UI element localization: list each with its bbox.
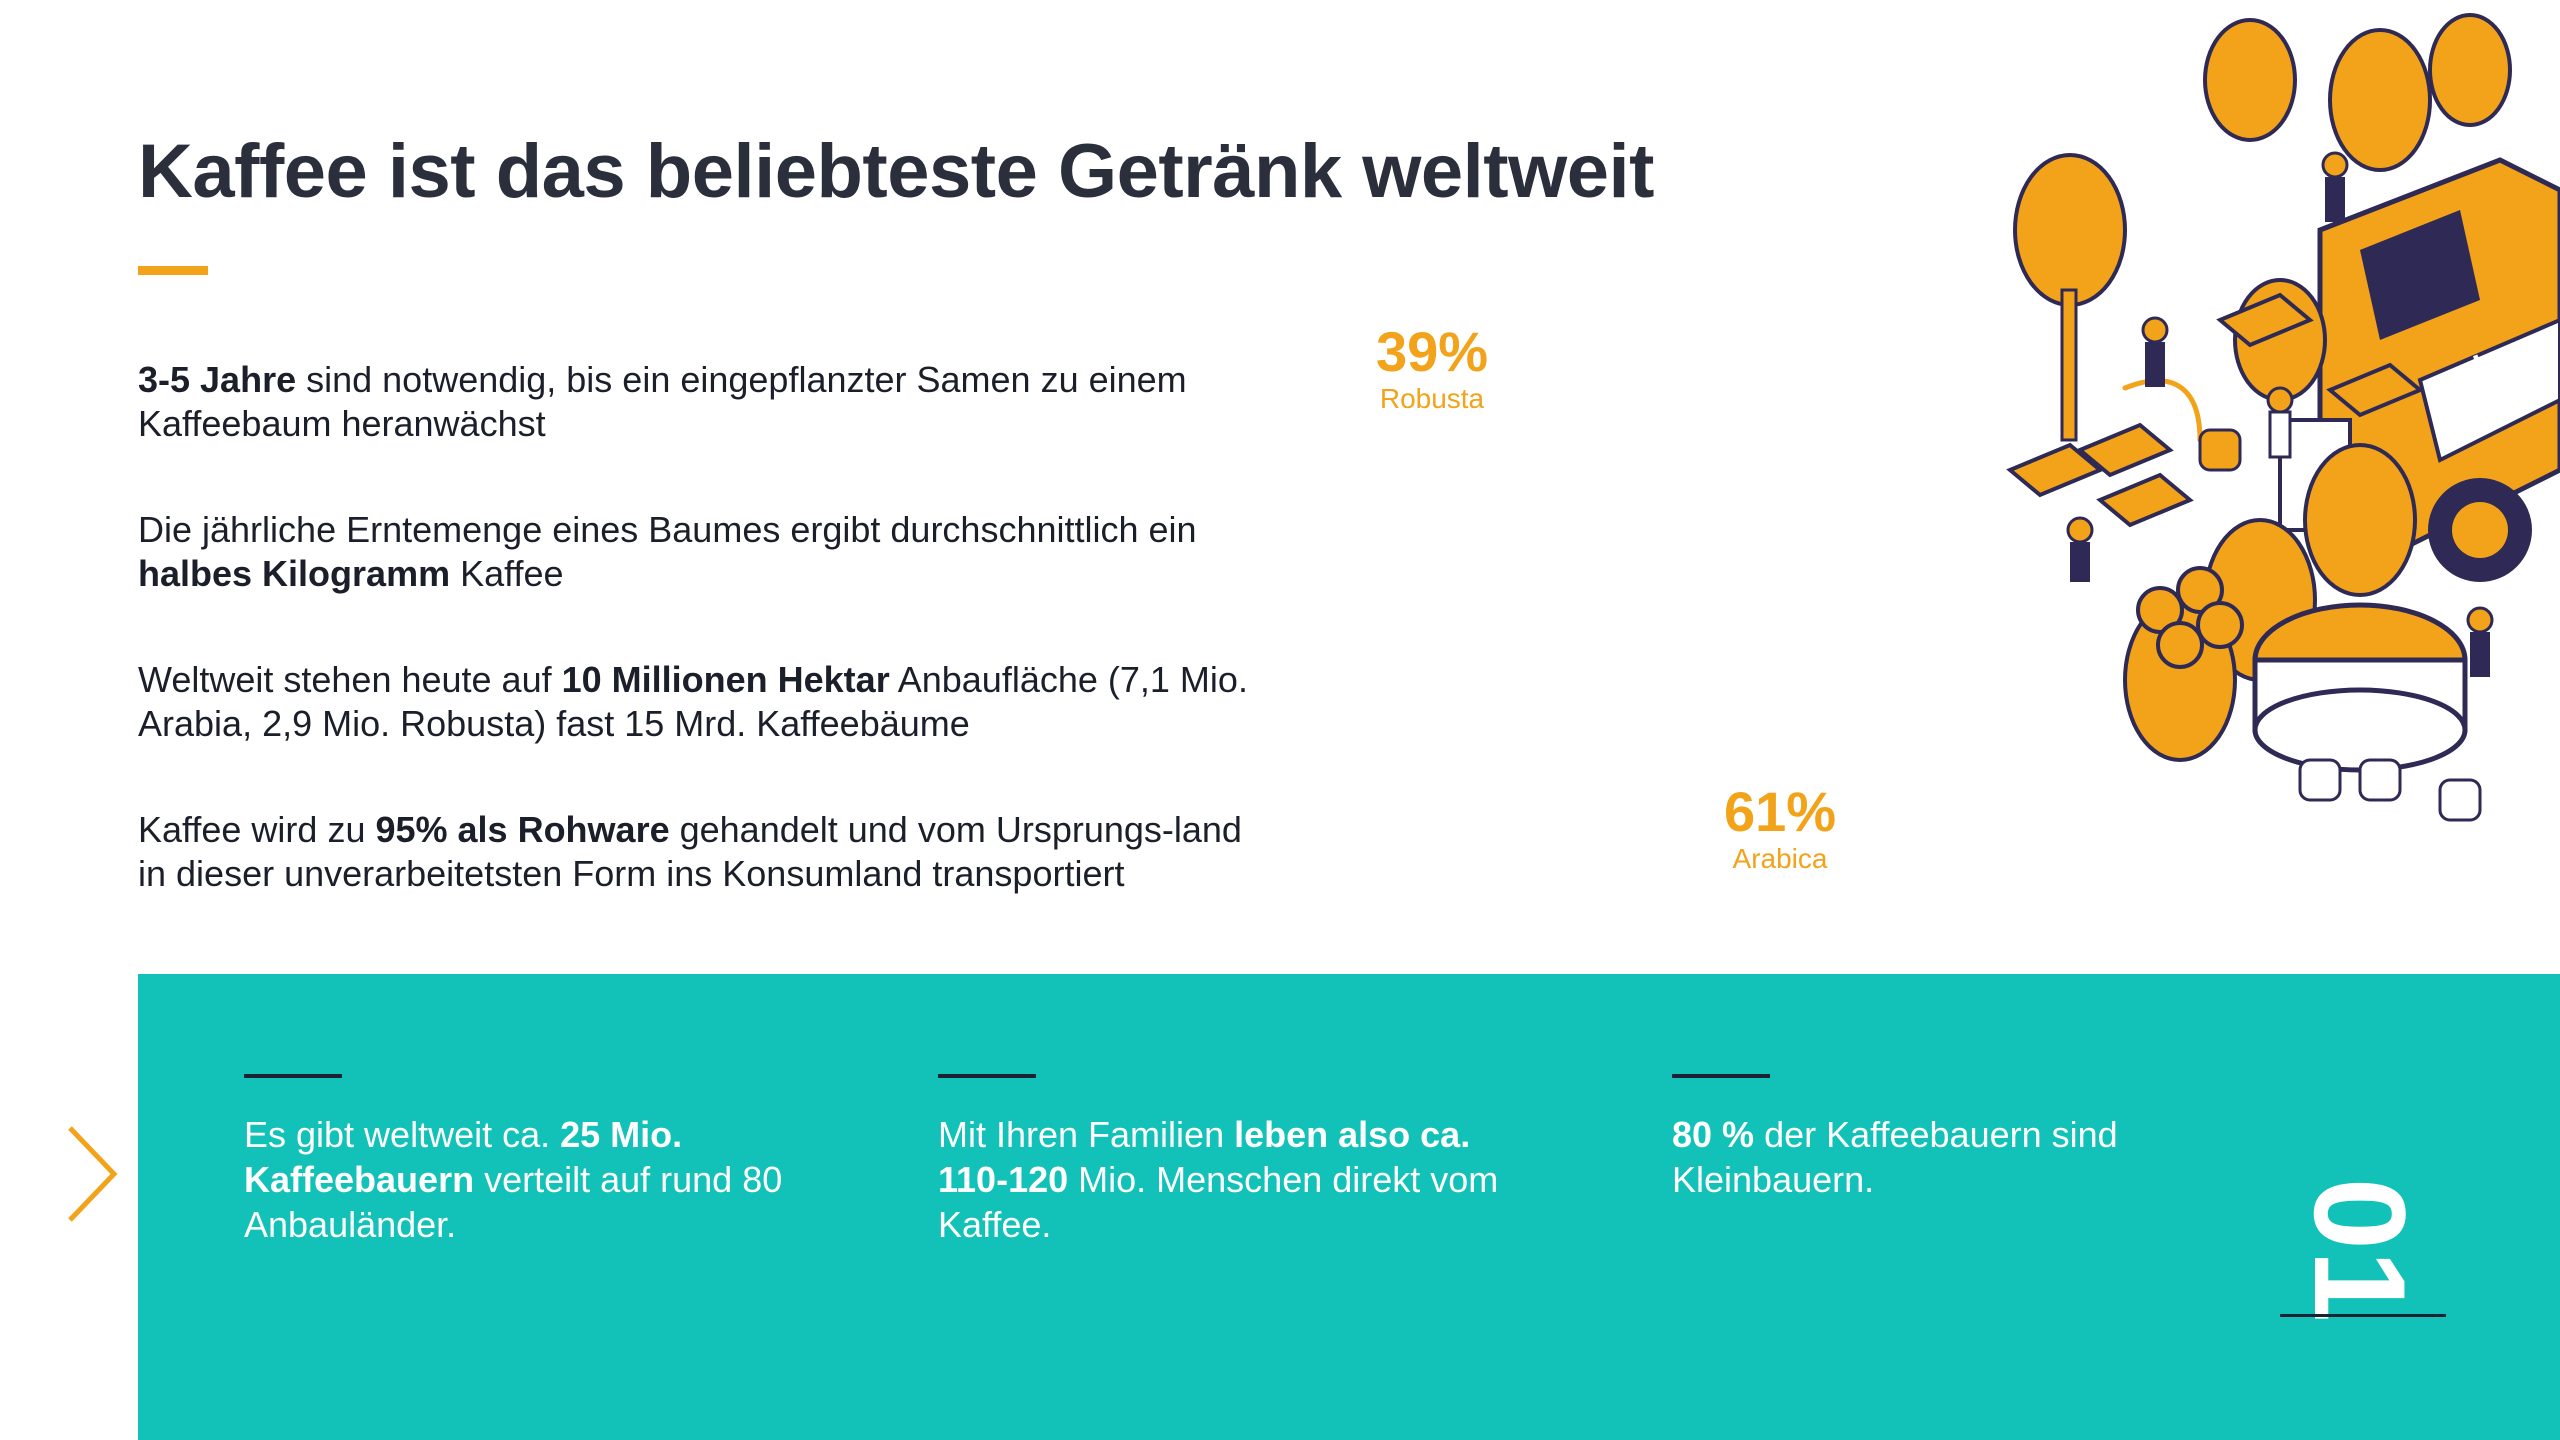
summary-smallholders-text: 80 % der Kaffeebauern sind Kleinbauern. (1672, 1114, 2118, 1200)
title-underline (138, 266, 208, 275)
summary-band: Es gibt weltweit ca. 25 Mio. Kaffeebauer… (138, 974, 2560, 1440)
fact-cultivation-area: Weltweit stehen heute auf 10 Millionen H… (138, 659, 1248, 744)
summary-families-text: Mit Ihren Familien leben also ca. 110-12… (938, 1114, 1499, 1245)
fact-growth-time: 3-5 Jahre sind notwendig, bis ein eingep… (138, 359, 1187, 444)
workers-icon (2066, 151, 2494, 677)
summary-farmers-text: Es gibt weltweit ca. 25 Mio. Kaffeebauer… (244, 1114, 783, 1245)
arabica-stat: 61% Arabica (1708, 782, 1852, 876)
summary-families: Mit Ihren Familien leben also ca. 110-12… (938, 1074, 1538, 1247)
robusta-percentage: 39% (1375, 320, 1489, 383)
washing-tank-icon (2252, 602, 2468, 773)
robusta-label: Robusta (1379, 383, 1485, 414)
coffee-sacks-icon (2198, 428, 2482, 822)
column-rule (938, 1074, 1036, 1078)
coffee-plantation-illustration: harv (2006, 13, 2560, 822)
column-rule (244, 1074, 342, 1078)
coffee-crates-icon (2006, 292, 2424, 528)
facts-list: 3-5 Jahre sind notwendig, bis ein eingep… (138, 358, 1278, 958)
page-title: Kaffee ist das beliebteste Getränk weltw… (138, 129, 1654, 214)
summary-smallholders: 80 % der Kaffeebauern sind Kleinbauern. (1672, 1074, 2132, 1202)
chevron-right-icon[interactable] (64, 1124, 120, 1224)
column-rule (1672, 1074, 1770, 1078)
summary-farmers: Es gibt weltweit ca. 25 Mio. Kaffeebauer… (244, 1074, 804, 1247)
page-number: 01 (2287, 1177, 2433, 1323)
log-pile-icon (2136, 566, 2244, 669)
fact-raw-trade: Kaffee wird zu 95% als Rohware gehandelt… (138, 809, 1242, 894)
fact-annual-yield: Die jährliche Erntemenge eines Baumes er… (138, 509, 1197, 594)
robusta-stat: 39% Robusta (1362, 322, 1502, 416)
arabica-percentage: 61% (1723, 780, 1837, 843)
arabica-label: Arabica (1732, 843, 1828, 874)
page-number-rule (2280, 1314, 2446, 1317)
robusta-connector (2122, 378, 2203, 443)
